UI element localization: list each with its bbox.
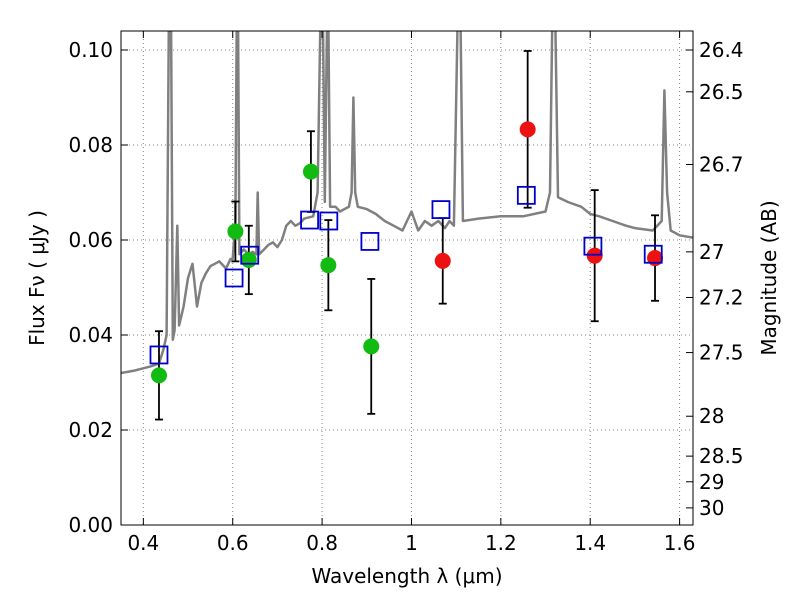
model-square-marker — [224, 268, 244, 288]
x-tick-label: 1.4 — [574, 531, 606, 555]
y-tick-label: 0.04 — [68, 323, 113, 347]
y2-tick-label: 26.7 — [699, 152, 744, 176]
red-data-point — [434, 252, 451, 269]
x-tick-label: 0.6 — [217, 531, 249, 555]
x-tick-label: 1.6 — [664, 531, 696, 555]
y2-tick-label: 27.5 — [699, 341, 744, 365]
y2-tick-label: 30 — [699, 496, 724, 520]
grid-lines — [121, 31, 693, 526]
y2-axis-label: Magnitude (AB) — [757, 200, 781, 355]
x-tick-label: 0.4 — [127, 531, 159, 555]
model-square-marker — [149, 345, 169, 365]
y2-tick-label: 27.2 — [699, 285, 744, 309]
model-square-marker — [360, 232, 380, 251]
x-tick-label: 1 — [405, 531, 418, 555]
green-data-point — [302, 163, 319, 180]
y-tick-label: 0.02 — [68, 418, 113, 442]
green-data-point — [363, 338, 380, 355]
y-tick-label: 0.10 — [68, 38, 113, 62]
green-data-point — [227, 223, 244, 240]
model-square-marker — [300, 210, 319, 230]
marker-layer — [149, 121, 664, 384]
model-square-marker — [240, 245, 260, 265]
plot-frame — [120, 30, 694, 526]
x-tick-label: 1.2 — [485, 531, 517, 555]
y2-tick-label: 26.4 — [699, 38, 744, 62]
green-data-point — [150, 367, 167, 384]
model-square-marker — [431, 200, 451, 220]
model-square-marker — [516, 185, 536, 205]
y2-tick-label: 27 — [699, 240, 724, 264]
model-square-marker — [319, 211, 339, 231]
red-data-point — [586, 247, 603, 264]
y-axis-ticks: 0.00 0.02 0.04 0.06 0.08 0.10 — [68, 38, 128, 537]
green-data-point — [240, 251, 257, 268]
model-spectrum-layer — [121, 31, 693, 375]
model-spectrum-line — [121, 31, 693, 375]
model-square-marker — [583, 236, 603, 256]
green-data-point — [320, 257, 337, 274]
x-tick-label: 0.8 — [306, 531, 338, 555]
y2-tick-label: 28 — [699, 404, 724, 428]
y-tick-label: 0.08 — [68, 133, 113, 157]
y2-tick-label: 28.5 — [699, 444, 744, 468]
red-data-point — [519, 121, 536, 138]
x-axis-label: Wavelength λ (μm) — [311, 564, 502, 588]
y-tick-label: 0.06 — [68, 228, 113, 252]
x-axis-ticks: 0.4 0.6 0.8 1 1.2 1.4 1.6 — [127, 31, 696, 555]
model-square-marker — [643, 244, 663, 264]
y2-tick-label: 29 — [699, 470, 724, 494]
y-tick-label: 0.00 — [68, 513, 113, 537]
y-axis-label: Flux Fν ( μJy ) — [25, 210, 49, 346]
y2-tick-label: 26.5 — [699, 80, 744, 104]
